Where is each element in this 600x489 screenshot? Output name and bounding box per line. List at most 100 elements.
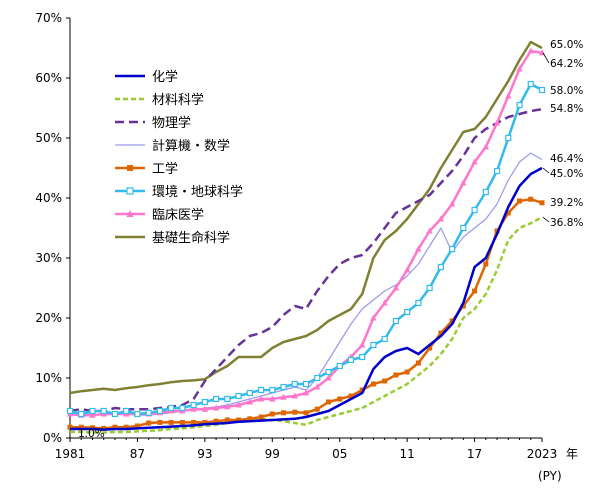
x-tick-label: 87 xyxy=(130,447,145,461)
data-point xyxy=(393,372,399,378)
data-point xyxy=(472,288,478,294)
data-point xyxy=(325,399,331,405)
legend-label: 計算機・数学 xyxy=(152,138,230,154)
data-point xyxy=(392,284,400,291)
data-point xyxy=(482,188,489,196)
data-point xyxy=(236,417,242,423)
data-point xyxy=(179,419,185,425)
data-point xyxy=(111,410,119,418)
data-point xyxy=(157,419,163,425)
y-tick-label: 10% xyxy=(35,371,62,385)
data-point xyxy=(224,395,231,403)
data-point xyxy=(303,410,309,416)
data-point xyxy=(134,423,140,429)
legend-label: 材料科学 xyxy=(152,92,204,108)
data-point xyxy=(190,405,197,412)
data-point xyxy=(381,335,388,343)
data-point xyxy=(224,417,230,423)
data-point xyxy=(493,119,501,126)
y-tick-label: 70% xyxy=(35,11,62,25)
data-point xyxy=(146,420,152,426)
data-point xyxy=(505,92,512,99)
legend-label: 臨床医学 xyxy=(152,207,204,223)
data-point xyxy=(426,284,433,292)
data-point xyxy=(78,424,84,430)
y-tick-labels: 0% 10% 20% 30% 40% 50% 60% 70% xyxy=(35,11,62,445)
data-point xyxy=(247,416,253,422)
data-point xyxy=(505,210,511,216)
data-point xyxy=(471,206,478,214)
data-point xyxy=(483,261,489,267)
data-point xyxy=(112,424,118,430)
data-point xyxy=(437,263,444,271)
data-point xyxy=(517,198,523,204)
y-tick-label: 20% xyxy=(35,311,62,325)
data-point xyxy=(516,101,523,109)
data-point xyxy=(482,143,490,150)
end-label: 54.8% xyxy=(550,103,583,115)
data-point xyxy=(448,245,456,253)
data-point xyxy=(314,383,321,390)
series-line xyxy=(69,82,543,416)
data-point xyxy=(100,407,107,415)
data-point xyxy=(415,360,421,366)
data-point xyxy=(257,386,265,394)
data-point xyxy=(505,134,512,142)
y-tick-label: 40% xyxy=(35,191,62,205)
data-point xyxy=(325,374,332,381)
data-point xyxy=(370,381,376,387)
legend-label: 基礎生命科学 xyxy=(152,230,230,246)
data-point xyxy=(257,395,265,402)
data-point xyxy=(190,401,197,409)
data-point xyxy=(460,303,466,309)
axes xyxy=(66,17,543,442)
data-point xyxy=(528,196,534,202)
data-point xyxy=(280,383,287,391)
data-point xyxy=(370,341,377,349)
series-lines xyxy=(66,40,546,434)
data-point xyxy=(291,380,298,388)
data-point xyxy=(427,345,433,351)
end-label: 65.0% xyxy=(550,39,583,51)
data-point xyxy=(280,393,287,400)
data-point xyxy=(269,411,275,417)
data-point xyxy=(269,395,276,402)
data-point xyxy=(347,356,355,364)
data-point xyxy=(381,299,388,306)
data-point xyxy=(358,341,366,348)
data-point xyxy=(449,318,455,324)
data-point xyxy=(156,407,164,415)
series-line xyxy=(69,107,543,413)
legend-label: 化学 xyxy=(152,69,178,85)
end-label-leader xyxy=(542,216,550,223)
data-point xyxy=(415,299,422,307)
annotation-label: 1.0% xyxy=(78,428,105,440)
series-line xyxy=(69,152,543,416)
data-point xyxy=(448,200,456,207)
data-point xyxy=(212,404,220,411)
data-point xyxy=(426,227,433,234)
data-point xyxy=(359,353,366,361)
x-tick-labels: 1981 87 93 99 05 11 17 2023 xyxy=(55,447,558,461)
legend-label: 環境・地球科学 xyxy=(152,184,243,200)
y-tick-label: 60% xyxy=(35,71,62,85)
x-tick-label: 1981 xyxy=(55,447,86,461)
data-point xyxy=(145,409,152,416)
data-point xyxy=(269,386,276,394)
end-label: 64.2% xyxy=(550,58,583,70)
end-label: 36.8% xyxy=(550,217,583,229)
data-point xyxy=(202,419,208,425)
data-point xyxy=(89,411,96,418)
series-line xyxy=(70,216,543,434)
data-point xyxy=(404,308,411,316)
data-point xyxy=(201,398,208,406)
data-point xyxy=(438,330,444,336)
end-label: 58.0% xyxy=(550,85,583,97)
data-point xyxy=(123,424,129,430)
x-tick-label: 2023 xyxy=(527,447,558,461)
data-point xyxy=(325,368,332,376)
data-point xyxy=(179,404,186,412)
y-tick-label: 30% xyxy=(35,251,62,265)
